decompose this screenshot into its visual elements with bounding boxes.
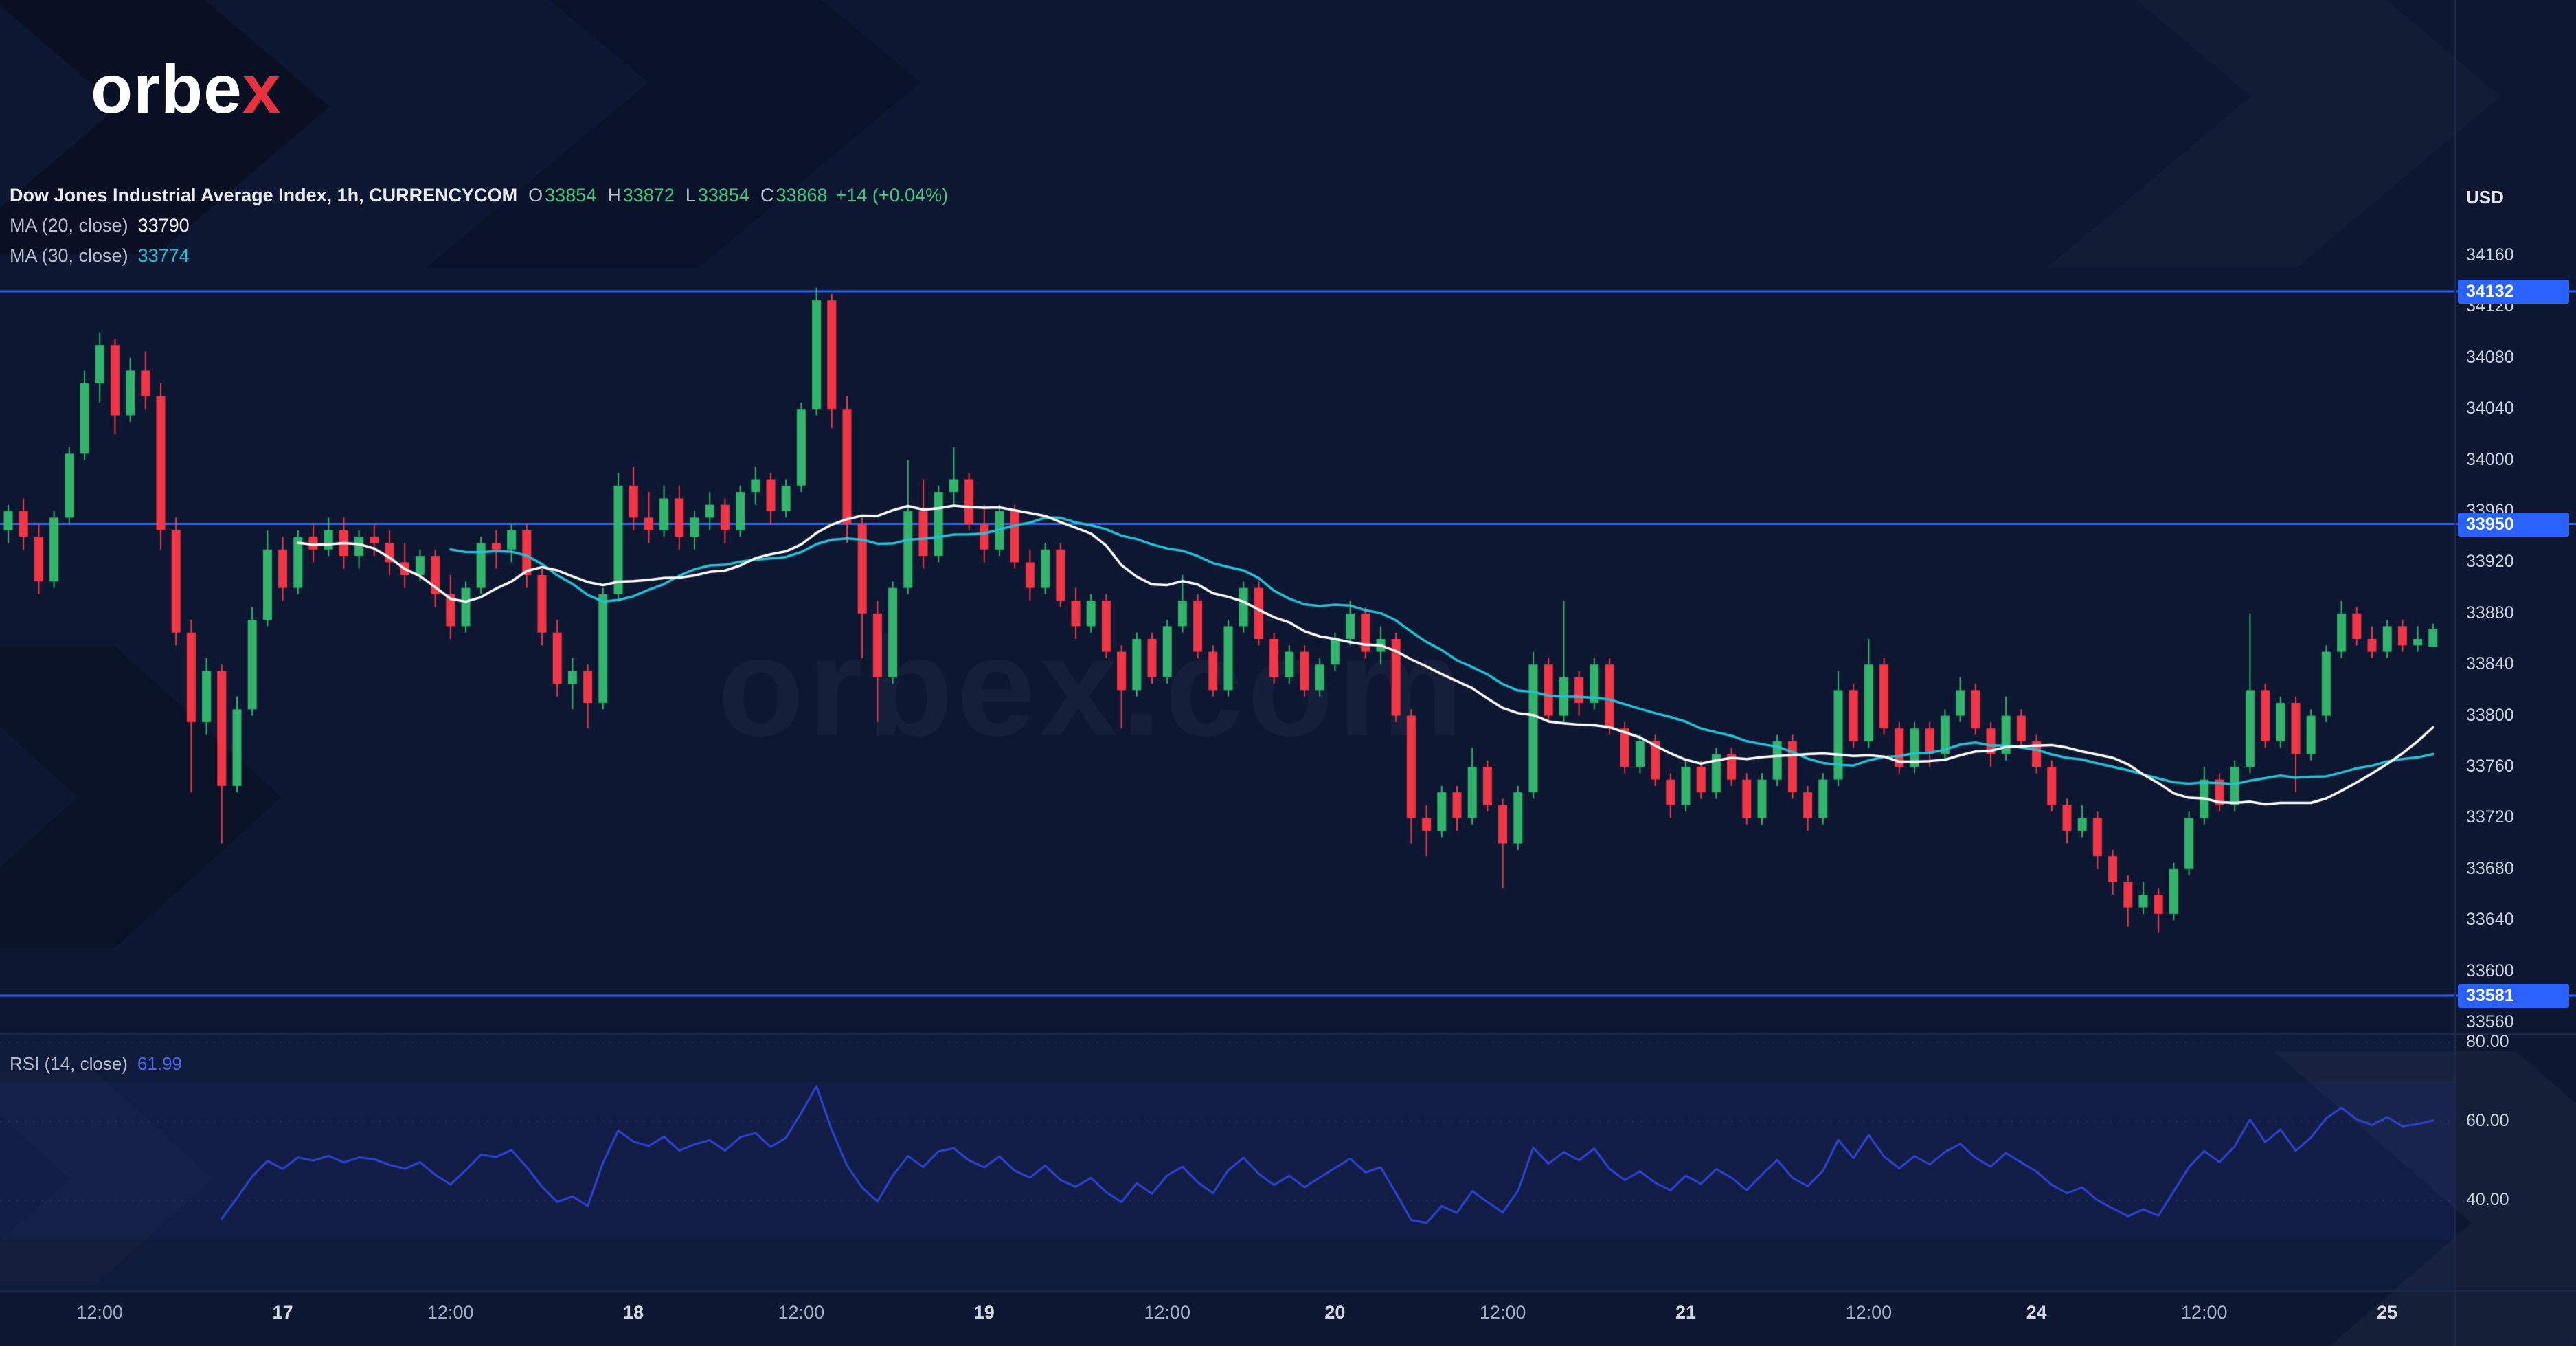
time-tick-label: 12:00 — [76, 1302, 123, 1323]
time-tick-label: 24 — [2026, 1302, 2047, 1323]
price-tick-label: 33640 — [2466, 910, 2514, 930]
price-tick-label: 33880 — [2466, 603, 2514, 622]
low-label: L — [685, 185, 696, 205]
logo-accent: x — [242, 51, 282, 128]
ma20-label: MA (20, close) — [10, 215, 128, 236]
price-tick-label: 33760 — [2466, 756, 2514, 776]
rsi-tick-label: 60.00 — [2466, 1111, 2509, 1130]
price-tick-label: 33840 — [2466, 654, 2514, 674]
rsi-legend-row[interactable]: RSI (14, close) 61.99 — [10, 1050, 182, 1077]
symbol-legend-row[interactable]: Dow Jones Industrial Average Index, 1h, … — [10, 180, 948, 210]
level-price-badge: 34132 — [2458, 280, 2569, 304]
rsi-tick-label: 40.00 — [2466, 1190, 2509, 1209]
level-price-badge: 33581 — [2458, 983, 2569, 1008]
chart-legend: Dow Jones Industrial Average Index, 1h, … — [10, 180, 948, 271]
time-tick-label: 12:00 — [427, 1302, 474, 1323]
ma30-label: MA (30, close) — [10, 245, 128, 266]
change-value: +14 (+0.04%) — [835, 185, 949, 205]
ma20-value: 33790 — [137, 215, 190, 236]
symbol-title: Dow Jones Industrial Average Index, 1h, … — [10, 185, 518, 205]
time-tick-label: 18 — [623, 1302, 644, 1323]
rsi-label: RSI (14, close) — [10, 1053, 128, 1074]
price-tick-label: 33600 — [2466, 961, 2514, 980]
time-tick-label: 17 — [272, 1302, 293, 1323]
time-tick-label: 20 — [1324, 1302, 1346, 1323]
ma20-legend-row[interactable]: MA (20, close) 33790 — [10, 210, 948, 240]
time-tick-label: 12:00 — [2181, 1302, 2228, 1323]
price-tick-label: 33680 — [2466, 858, 2514, 878]
open-label: O — [528, 185, 543, 205]
time-axis[interactable]: 12:00 17 12:00 18 12:00 19 12:00 20 12:00 21 12:00… — [0, 1291, 2455, 1346]
close-value: 33868 — [776, 185, 828, 205]
price-tick-label: 33560 — [2466, 1012, 2514, 1031]
time-tick-label: 19 — [973, 1302, 995, 1323]
ma30-value: 33774 — [137, 245, 190, 266]
time-tick-label: 12:00 — [1144, 1302, 1190, 1323]
time-tick-label: 25 — [2377, 1302, 2398, 1323]
level-price-badge: 33950 — [2458, 512, 2569, 537]
ma30-legend-row[interactable]: MA (30, close) 33774 — [10, 240, 948, 271]
price-tick-label: 34000 — [2466, 449, 2514, 469]
axis-currency-label: USD — [2466, 187, 2504, 207]
low-value: 33854 — [697, 185, 749, 205]
price-tick-label: 33800 — [2466, 705, 2514, 725]
price-tick-label: 34080 — [2466, 347, 2514, 367]
time-tick-label: 21 — [1675, 1302, 1697, 1323]
logo-text: orbe — [91, 51, 242, 128]
high-label: H — [607, 185, 621, 205]
open-value: 33854 — [545, 185, 597, 205]
close-label: C — [760, 185, 774, 205]
price-tick-label: 34160 — [2466, 245, 2514, 265]
time-tick-label: 12:00 — [778, 1302, 825, 1323]
price-axis[interactable]: USD 34160 34120 34080 34040 34000 33960 33920 3… — [2456, 0, 2576, 1346]
rsi-value: 61.99 — [137, 1053, 183, 1074]
high-value: 33872 — [622, 185, 675, 205]
orbex-logo: orbex — [91, 55, 281, 124]
price-tick-label: 33920 — [2466, 552, 2514, 572]
price-tick-label: 33720 — [2466, 807, 2514, 827]
time-tick-label: 12:00 — [1845, 1302, 1893, 1323]
time-tick-label: 12:00 — [1479, 1302, 1526, 1323]
price-tick-label: 34040 — [2466, 399, 2514, 418]
rsi-tick-label: 80.00 — [2466, 1032, 2509, 1051]
